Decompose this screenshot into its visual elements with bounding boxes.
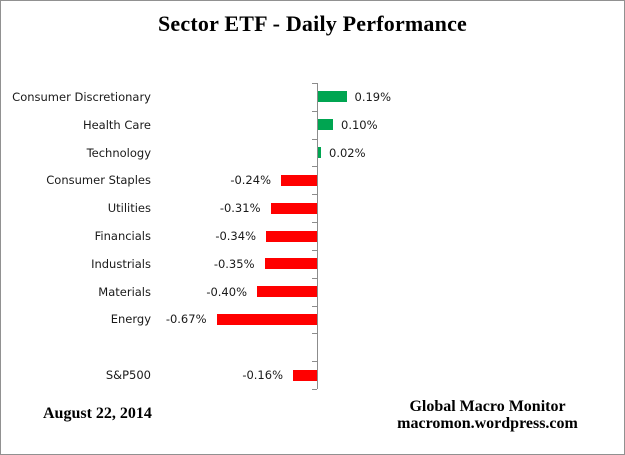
value-label: -0.24% [230, 173, 271, 188]
bar [318, 119, 333, 131]
category-label: S&P500 [105, 368, 151, 383]
value-label: 0.10% [341, 117, 378, 132]
category-label: Financials [94, 229, 151, 243]
value-label: -0.35% [213, 256, 255, 271]
axis-tick [312, 361, 317, 363]
axis-tick [312, 83, 317, 84]
bar [270, 202, 317, 214]
value-label: 0.02% [329, 145, 366, 160]
category-label: Utilities [107, 201, 151, 216]
category-label: Materials [98, 284, 151, 299]
axis-tick [312, 138, 317, 140]
category-label: Consumer Discretionary [12, 89, 151, 104]
chart-title: Sector ETF - Daily Performance [157, 11, 467, 36]
axis-tick [312, 222, 317, 224]
category-label: Energy [110, 312, 151, 327]
brand-url: macromon.wordpress.com [397, 415, 578, 432]
value-label: -0.16% [242, 368, 283, 383]
value-label: -0.67% [165, 312, 207, 327]
bar [266, 230, 317, 242]
category-label: Technology [86, 145, 151, 160]
axis-tick [312, 277, 317, 279]
axis-tick [312, 166, 317, 168]
axis-tick [312, 249, 317, 251]
axis-tick [312, 389, 317, 390]
value-axis-line [317, 83, 318, 389]
axis-tick [312, 333, 317, 335]
value-label: 0.19% [354, 89, 392, 104]
category-label: Consumer Staples [46, 173, 151, 188]
bar [293, 369, 317, 381]
footer-brand: Global Macro Monitor macromon.wordpress.… [374, 398, 601, 432]
value-label: -0.40% [206, 284, 247, 299]
bar [216, 313, 317, 325]
bar [257, 286, 317, 298]
axis-tick [312, 305, 317, 307]
brand-name: Global Macro Monitor [409, 398, 566, 415]
category-label: Industrials [91, 256, 151, 271]
value-label: -0.34% [215, 229, 256, 243]
axis-tick [312, 194, 317, 196]
bar [318, 147, 321, 159]
bar [264, 258, 317, 270]
value-label: -0.31% [219, 201, 261, 216]
bar [318, 91, 347, 103]
footer-date: August 22, 2014 [43, 405, 152, 422]
axis-tick [312, 110, 317, 112]
bar [281, 174, 317, 186]
category-label: Health Care [82, 117, 151, 132]
